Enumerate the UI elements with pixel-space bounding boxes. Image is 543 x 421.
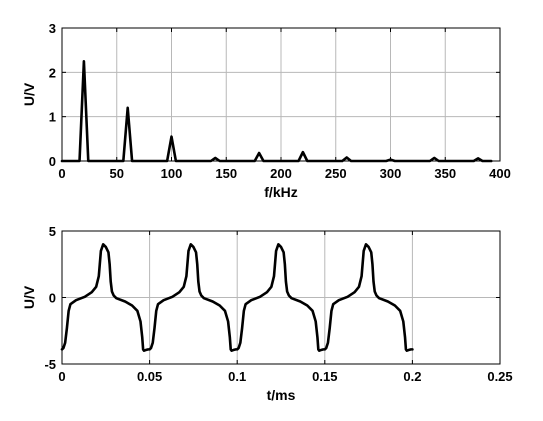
waveform-x-tick-label: 0.25 [487,369,512,384]
spectrum-y-tick-label: 2 [49,65,56,80]
waveform-x-tick-label: 0.05 [137,369,162,384]
waveform-x-axis-label: t/ms [267,387,296,403]
spectrum-x-axis-label: f/kHz [264,184,297,200]
waveform-y-tick-label: -5 [44,357,56,372]
spectrum-x-ticks: 0 50 100 150 200 250 300 350 400 [58,28,511,181]
spectrum-grid [61,27,501,162]
waveform-x-tick-label: 0 [58,369,65,384]
spectrum-x-tick-label: 150 [215,166,237,181]
waveform-x-tick-label: 0.1 [228,369,246,384]
spectrum-x-tick-label: 250 [325,166,347,181]
spectrum-y-ticks: 0 1 2 3 [49,21,500,169]
waveform-series-line [60,243,414,353]
waveform-y-axis-label: U/V [21,285,37,309]
waveform-x-tick-label: 0.2 [403,369,421,384]
waveform-x-tick-label: 0.15 [312,369,337,384]
spectrum-x-tick-label: 0 [58,166,65,181]
spectrum-x-tick-label: 100 [161,166,183,181]
waveform-y-tick-label: 0 [49,291,56,306]
spectrum-plot: 0 50 100 150 200 250 300 350 400 0 1 2 3 f/kHz U/V [21,21,511,200]
waveform-x-ticks: 0 0.05 0.1 0.15 0.2 0.25 [58,231,513,384]
spectrum-series-line [60,59,493,163]
spectrum-y-tick-label: 0 [49,154,56,169]
spectrum-x-tick-label: 400 [489,166,511,181]
spectrum-y-tick-label: 1 [49,110,56,125]
spectrum-y-tick-label: 3 [49,21,56,36]
spectrum-x-tick-label: 300 [380,166,402,181]
spectrum-x-tick-label: 200 [270,166,292,181]
spectrum-x-tick-label: 350 [434,166,456,181]
waveform-grid [61,230,501,365]
waveform-y-ticks: -5 0 5 [44,224,500,372]
waveform-y-tick-label: 5 [49,224,56,239]
spectrum-y-axis-label: U/V [21,82,37,106]
waveform-plot: 0 0.05 0.1 0.15 0.2 0.25 -505 t/ms U/V [21,224,513,403]
spectrum-x-tick-label: 50 [110,166,124,181]
